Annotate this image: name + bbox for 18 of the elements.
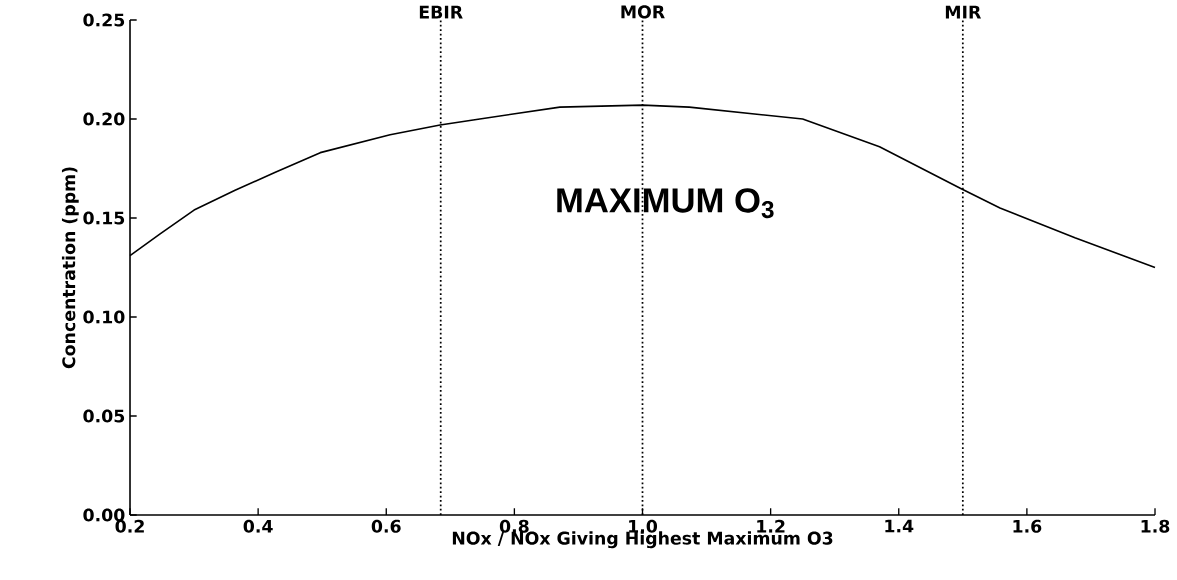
x-tick-label: 1.8 (1141, 519, 1170, 533)
x-tick-label: 0.4 (243, 519, 273, 533)
x-tick-label: 0.8 (499, 519, 529, 533)
x-tick-label: 1.2 (757, 519, 785, 533)
x-tick-label: 0.6 (371, 519, 401, 533)
y-tick-label: 0.05 (83, 409, 125, 423)
y-tick-label: 0.15 (83, 211, 125, 225)
y-tick-label: 0.25 (83, 13, 125, 27)
ref-line-label: MOR (621, 5, 665, 19)
annotation: MAXIMUM O$_{3}$ (557, 188, 774, 219)
x-tick-label: 1.4 (885, 519, 914, 533)
y-axis-title: Concentration (ppm) (61, 167, 79, 369)
y-tick-label: 0.20 (83, 112, 125, 126)
x-tick-label: 1.0 (629, 519, 658, 533)
ref-line-label: MIR (945, 5, 981, 19)
ref-line-label: EBIR (419, 5, 463, 19)
x-tick-label: 1.6 (1013, 519, 1042, 533)
y-tick-label: 0.10 (83, 310, 125, 324)
